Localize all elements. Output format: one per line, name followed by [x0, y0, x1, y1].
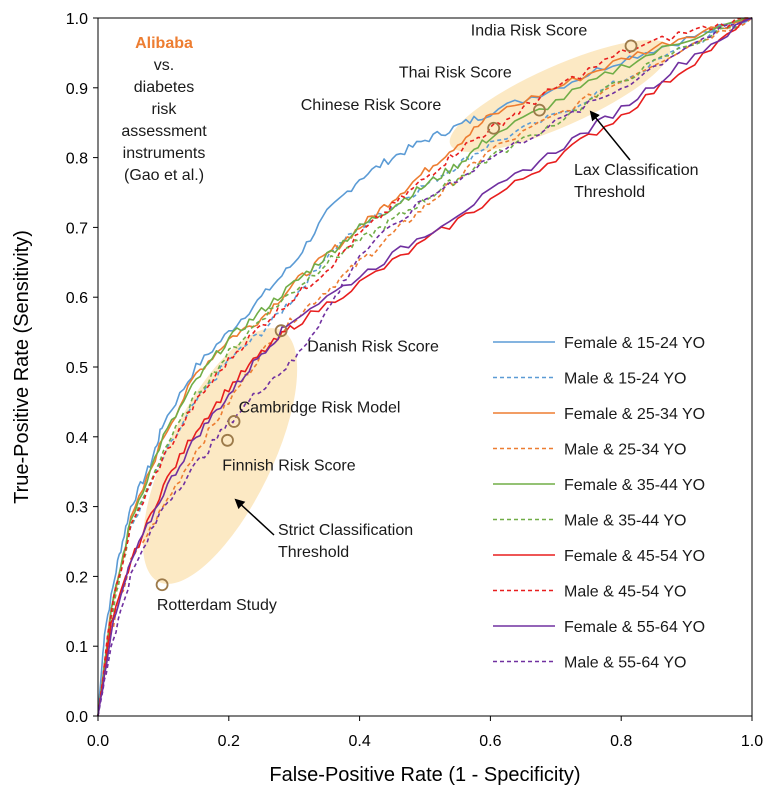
side-note: Alibaba vs. diabetes risk assessment instrume… — [121, 35, 207, 184]
risk-instrument-label: Finnish Risk Score — [222, 457, 355, 474]
lax-threshold-label: Threshold — [574, 184, 645, 201]
marker-layer: India Risk Score Thai Risk Score Chinese R… — [155, 22, 638, 614]
series-line-4 — [97, 17, 753, 717]
legend: Female & 15-24 YO Male & 15-24 YO Female &… — [493, 335, 705, 672]
series-line-3 — [97, 17, 753, 717]
y-tick-label: 0.9 — [66, 81, 88, 98]
risk-instrument-label: Chinese Risk Score — [301, 97, 442, 114]
y-axis-title: True-Positive Rate (Sensitivity) — [11, 230, 33, 504]
strict-threshold-label: Threshold — [278, 544, 349, 561]
x-tick-label: 0.6 — [479, 733, 501, 750]
risk-instrument-label: Cambridge Risk Model — [239, 399, 401, 416]
y-tick-label: 0.1 — [66, 639, 88, 656]
annotation-layer: Lax Classification Threshold Strict Classi… — [234, 110, 699, 561]
legend-label: Female & 15-24 YO — [564, 335, 705, 352]
risk-instrument-marker — [533, 103, 546, 117]
legend-label: Male & 25-34 YO — [564, 442, 686, 459]
legend-label: Male & 55-64 YO — [564, 655, 686, 672]
legend-label: Male & 15-24 YO — [564, 371, 686, 388]
series-line-7 — [97, 17, 753, 717]
series-line-8 — [97, 17, 752, 717]
x-tick-label: 0.2 — [218, 733, 240, 750]
risk-instrument-marker — [624, 39, 638, 53]
lax-threshold-label: Lax Classification — [574, 162, 699, 179]
series-line-1 — [97, 17, 753, 717]
y-tick-label: 0.3 — [66, 500, 88, 517]
legend-label: Male & 35-44 YO — [564, 513, 686, 530]
x-tick-label: 0.4 — [348, 733, 370, 750]
side-note-line: assessment — [121, 123, 207, 140]
x-axis-title: False-Positive Rate (1 - Specificity) — [269, 764, 580, 786]
legend-label: Female & 25-34 YO — [564, 406, 705, 423]
side-note-line: instruments — [123, 145, 206, 162]
risk-instrument-marker — [487, 121, 501, 135]
series-line-10 — [97, 17, 753, 717]
side-note-line: diabetes — [134, 79, 195, 96]
y-tick-label: 0.4 — [66, 430, 88, 447]
strict-threshold-region — [142, 328, 298, 584]
risk-instrument-label: Rotterdam Study — [157, 597, 277, 614]
side-note-brand: Alibaba — [135, 35, 193, 52]
strict-threshold-label: Strict Classification — [278, 522, 413, 539]
y-tick-label: 0.2 — [66, 569, 88, 586]
y-tick-label: 0.0 — [66, 709, 88, 726]
risk-instrument-marker — [227, 415, 241, 428]
risk-instrument-marker — [274, 324, 288, 338]
x-tick-label: 0.8 — [610, 733, 632, 750]
legend-label: Female & 35-44 YO — [564, 477, 705, 494]
legend-label: Female & 55-64 YO — [564, 619, 705, 636]
legend-label: Male & 45-54 YO — [564, 584, 686, 601]
risk-instrument-label: Thai Risk Score — [399, 64, 512, 81]
risk-instrument-marker — [221, 433, 234, 447]
y-tick-label: 0.6 — [66, 290, 88, 307]
y-tick-label: 0.5 — [66, 360, 88, 377]
side-note-line: vs. — [154, 57, 174, 74]
y-tick-label: 0.8 — [66, 151, 88, 168]
series-layer — [97, 17, 753, 717]
risk-instrument-marker — [155, 578, 169, 592]
x-tick-label: 1.0 — [741, 733, 763, 750]
strict-threshold-arrow — [234, 498, 275, 536]
series-line-5 — [97, 17, 753, 717]
axis-layer: 0.0 0.2 0.4 0.6 0.8 1.0 0.0 0.1 0.2 0.3 0.4 0.5 0.6 0… — [11, 11, 763, 786]
lax-threshold-arrow — [589, 110, 631, 161]
side-note-line: (Gao et al.) — [124, 167, 204, 184]
y-tick-label: 1.0 — [66, 11, 88, 28]
risk-instrument-label: Danish Risk Score — [307, 339, 439, 356]
y-tick-label: 0.7 — [66, 220, 88, 237]
risk-instrument-label: India Risk Score — [471, 22, 588, 39]
legend-label: Female & 45-54 YO — [564, 548, 705, 565]
side-note-line: risk — [152, 101, 178, 118]
x-tick-label: 0.0 — [87, 733, 109, 750]
